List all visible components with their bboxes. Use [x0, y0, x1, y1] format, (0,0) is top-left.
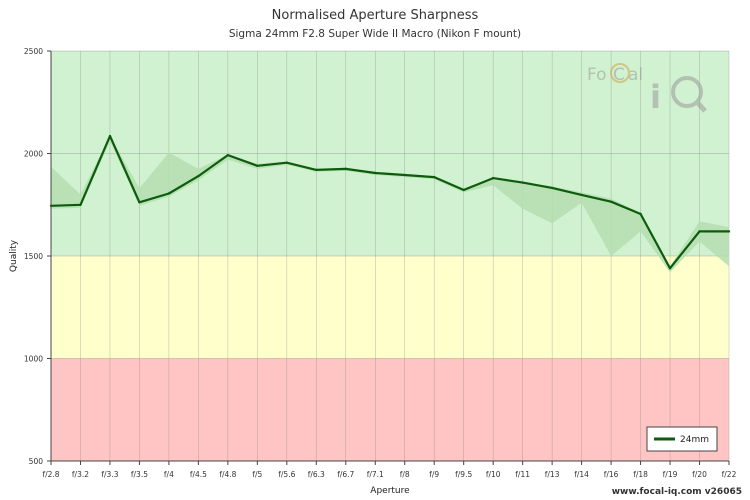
data-point-0-11	[374, 171, 377, 175]
y-tick-label-0: 500	[29, 457, 44, 466]
y-tick-label-1: 1000	[24, 355, 43, 364]
data-point-0-10	[344, 167, 347, 171]
x-tick-label-10: f/6.7	[337, 470, 354, 479]
x-tick-label-15: f/10	[486, 470, 501, 479]
data-point-0-22	[698, 230, 701, 233]
x-tick-label-21: f/19	[663, 470, 678, 479]
data-point-0-3	[138, 201, 141, 204]
data-point-0-2	[108, 134, 112, 138]
y-tick-label-2: 1500	[24, 252, 43, 261]
data-point-0-1	[79, 203, 82, 206]
x-tick-label-5: f/4.5	[190, 470, 207, 479]
x-tick-label-7: f/5	[252, 470, 262, 479]
series-range-area	[51, 136, 729, 273]
data-point-0-8	[285, 161, 289, 164]
x-tick-label-2: f/3.3	[101, 470, 118, 479]
chart-subtitle: Sigma 24mm F2.8 Super Wide II Macro (Nik…	[228, 28, 522, 40]
svg-text:C: C	[613, 65, 625, 85]
svg-text:Fo: Fo	[587, 65, 607, 85]
x-tick-label-11: f/7.1	[367, 470, 384, 479]
series-range-0	[51, 136, 729, 273]
data-point-0-14	[462, 188, 465, 192]
x-tick-label-12: f/8	[400, 470, 410, 479]
x-tick-label-8: f/5.6	[278, 470, 295, 479]
y-tick-label-4: 2500	[24, 47, 43, 56]
x-tick-label-14: f/9.5	[455, 470, 472, 479]
svg-text:al: al	[628, 65, 643, 85]
data-point-0-20	[639, 212, 642, 216]
x-tick-label-23: f/22	[722, 470, 737, 479]
data-point-0-6	[226, 153, 230, 157]
x-tick-label-1: f/3.2	[72, 470, 89, 479]
series-line-0	[50, 135, 729, 270]
x-axis-label: Aperture	[370, 486, 410, 496]
x-tick-label-18: f/14	[574, 470, 589, 479]
data-point-0-19	[609, 200, 613, 203]
legend: 24mm	[646, 426, 718, 452]
legend-label: 24mm	[680, 435, 709, 445]
chart-title: Normalised Aperture Sharpness	[271, 8, 479, 23]
data-point-0-15	[491, 176, 495, 180]
x-tick-label-3: f/3.5	[131, 470, 148, 479]
x-tick-label-19: f/16	[604, 470, 619, 479]
x-tick-label-4: f/4	[164, 470, 174, 479]
focal-iq-logo: Fo C al i	[587, 63, 707, 116]
x-tick-label-9: f/6.3	[308, 470, 325, 479]
x-tick-label-0: f/2.8	[42, 470, 59, 479]
x-tick-label-20: f/18	[633, 470, 648, 479]
data-point-0-23	[727, 230, 731, 233]
x-tick-label-22: f/20	[692, 470, 707, 479]
quality-band-1	[51, 256, 729, 359]
y-axis-label: Quality	[9, 239, 19, 272]
data-point-0-4	[167, 192, 171, 195]
data-point-0-5	[197, 174, 200, 178]
x-tick-label-6: f/4.8	[219, 470, 236, 479]
data-point-0-16	[521, 181, 524, 184]
x-tick-label-16: f/11	[515, 470, 530, 479]
quality-band-2	[51, 358, 729, 461]
data-point-0-12	[403, 173, 406, 177]
data-point-0-9	[315, 168, 318, 172]
data-point-0-17	[550, 186, 554, 190]
data-point-0-21	[668, 267, 672, 270]
data-point-0-13	[433, 175, 436, 179]
x-tick-label-13: f/9	[429, 470, 439, 479]
data-point-0-18	[580, 193, 583, 197]
footer-credit: www.focal-iq.com v26065	[611, 487, 742, 497]
data-point-0-7	[256, 164, 259, 167]
x-tick-label-17: f/13	[545, 470, 560, 479]
y-tick-label-3: 2000	[24, 150, 43, 159]
svg-text:i: i	[650, 78, 661, 116]
